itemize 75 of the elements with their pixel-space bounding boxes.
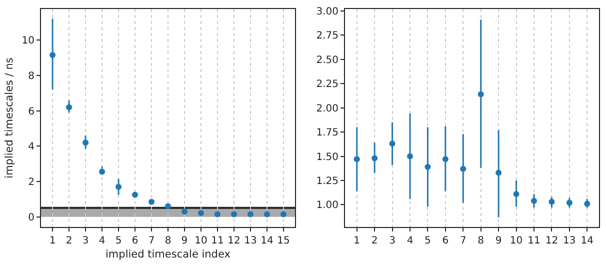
y-tick-label: 10: [22, 35, 34, 46]
x-tick-label: 1: [49, 236, 56, 246]
x-tick-label: 3: [389, 236, 396, 246]
x-tick-label: 7: [148, 236, 155, 246]
x-tick-label: 9: [495, 236, 502, 246]
x-tick-label: 6: [132, 236, 138, 246]
x-tick-label: 7: [460, 236, 466, 246]
y-tick-label: 2.75: [316, 30, 338, 42]
point: [66, 104, 72, 110]
x-tick-label: 2: [371, 236, 378, 246]
point: [264, 211, 270, 218]
point: [148, 198, 155, 205]
x-tick-label: 1: [354, 236, 360, 246]
point: [442, 156, 448, 162]
x-tick-label: 14: [580, 236, 594, 246]
point: [280, 211, 286, 218]
x-tick-label: 10: [510, 236, 523, 246]
x-tick-label: 12: [545, 236, 558, 246]
x-tick-label: 14: [260, 236, 274, 246]
point: [389, 140, 396, 147]
x-tick-label: 2: [66, 236, 72, 246]
x-tick-label: 8: [478, 236, 484, 246]
x-tick-label: 6: [442, 236, 449, 246]
point: [230, 211, 237, 218]
x-tick-label: 5: [115, 236, 122, 246]
y-tick-label: 2.00: [316, 103, 338, 114]
x-tick-label: 3: [82, 236, 89, 246]
x-tick-label: 9: [181, 236, 188, 246]
point: [116, 184, 122, 190]
point: [354, 156, 360, 162]
point: [424, 164, 431, 170]
x-tick-label: 11: [528, 236, 540, 246]
point: [566, 200, 572, 206]
x-tick-label: 11: [211, 236, 224, 246]
y-tick-label: 1.50: [316, 152, 338, 163]
y-tick-label: 6: [28, 106, 34, 118]
point: [478, 91, 484, 98]
point: [247, 211, 254, 218]
y-tick-label: 4: [28, 142, 34, 153]
x-tick-label: 10: [194, 236, 208, 246]
x-tick-label: 13: [244, 236, 257, 246]
y-tick-label: 2: [28, 177, 34, 188]
point: [530, 198, 537, 204]
y-tick-label: 8: [28, 70, 34, 82]
y-tick-label: 2.25: [316, 79, 338, 90]
point: [407, 153, 414, 160]
point: [214, 211, 220, 218]
point: [99, 168, 106, 175]
x-tick-label: 4: [98, 236, 106, 246]
point: [50, 52, 56, 58]
point: [181, 208, 188, 215]
x-tick-label: 13: [563, 236, 576, 246]
y-tick-label: 1.25: [316, 176, 338, 187]
point: [82, 140, 89, 146]
point: [165, 203, 171, 210]
point: [198, 210, 204, 216]
point: [548, 198, 555, 205]
y-tick-label: 2.50: [316, 54, 338, 66]
x-tick-label: 4: [406, 236, 414, 246]
y-tick-label: 3.00: [316, 6, 338, 18]
x-tick-label: 8: [164, 236, 172, 246]
y-tick-label: 1.75: [316, 128, 338, 139]
point: [513, 191, 520, 198]
x-axis-title: implied timescale index: [106, 248, 230, 260]
point: [584, 200, 590, 207]
point: [496, 170, 502, 176]
y-axis-title: implied timescales / ns: [4, 58, 16, 178]
y-tick-label: 1.00: [316, 200, 338, 212]
point: [460, 166, 466, 172]
x-tick-label: 5: [424, 236, 431, 246]
point: [372, 155, 378, 162]
point: [132, 192, 138, 198]
x-tick-label: 12: [228, 236, 240, 246]
x-tick-label: 15: [277, 236, 290, 246]
y-tick-label: 0: [28, 212, 34, 224]
